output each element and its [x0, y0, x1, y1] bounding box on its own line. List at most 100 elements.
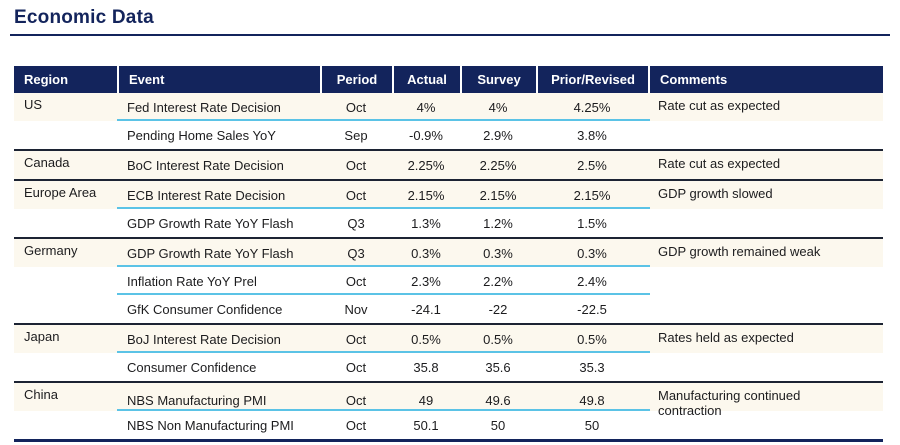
event-cell: BoJ Interest Rate Decision	[127, 331, 281, 347]
table-row: US Fed Interest Rate Decision Oct 4% 4% …	[14, 93, 883, 121]
region-label: Canada	[24, 155, 70, 170]
actual-cell: 2.15%	[407, 187, 445, 203]
economic-data-table: Region Event Period Actual Survey Prior/…	[14, 66, 883, 442]
survey-cell: 2.25%	[479, 157, 517, 173]
region-label: Germany	[24, 243, 78, 258]
table-row: Inflation Rate YoY Prel Oct 2.3% 2.2% 2.…	[14, 267, 883, 295]
comment-cell	[648, 353, 863, 358]
event-cell: GDP Growth Rate YoY Flash	[127, 245, 294, 261]
comment-cell	[648, 209, 863, 214]
prior-cell: 2.15%	[573, 187, 611, 203]
header-cell-event: Event	[117, 66, 320, 93]
comment-cell: Rates held as expected	[658, 330, 794, 345]
period-cell: Oct	[345, 273, 367, 289]
period-cell: Q3	[347, 245, 365, 261]
table-row: Canada BoC Interest Rate Decision Oct 2.…	[14, 151, 883, 179]
region-label: Japan	[24, 329, 60, 344]
prior-cell: -22.5	[577, 301, 607, 317]
event-cell: NBS Non Manufacturing PMI	[127, 417, 294, 433]
prior-cell: 49.8	[579, 393, 605, 408]
page-title: Economic Data	[14, 7, 154, 28]
event-cell: Pending Home Sales YoY	[127, 127, 276, 143]
prior-cell: 2.5%	[577, 157, 607, 173]
survey-cell: -22	[488, 301, 508, 317]
actual-cell: 2.25%	[407, 157, 445, 173]
table-row: China NBS Manufacturing PMI Oct 49 49.6 …	[14, 383, 883, 418]
region-label	[14, 267, 117, 271]
prior-cell: 35.3	[579, 359, 605, 375]
header-cell-survey: Survey	[460, 66, 536, 93]
header-cell-period: Period	[320, 66, 392, 93]
comment-cell: GDP growth remained weak	[658, 244, 821, 259]
event-cell: NBS Manufacturing PMI	[127, 393, 267, 408]
survey-cell: 35.6	[485, 359, 511, 375]
prior-cell: 4.25%	[573, 99, 611, 115]
actual-cell: -24.1	[411, 301, 441, 317]
period-cell: Q3	[347, 215, 365, 231]
region-label	[14, 295, 117, 299]
comment-cell	[648, 411, 863, 416]
region-group-japan: Japan BoJ Interest Rate Decision Oct 0.5…	[14, 323, 883, 381]
header-cell-prior-revised: Prior/Revised	[536, 66, 648, 93]
survey-cell: 0.3%	[483, 245, 513, 261]
region-label	[14, 209, 117, 213]
event-cell: ECB Interest Rate Decision	[127, 187, 286, 203]
period-cell: Oct	[345, 99, 367, 115]
region-label: US	[24, 97, 43, 112]
comment-cell	[648, 267, 863, 272]
region-label	[14, 121, 117, 125]
survey-cell: 1.2%	[483, 215, 513, 231]
period-cell: Oct	[345, 417, 367, 433]
actual-cell: 35.8	[413, 359, 439, 375]
period-cell: Oct	[345, 187, 367, 203]
table-row: NBS Non Manufacturing PMI Oct 50.1 50 50	[14, 411, 883, 439]
prior-cell: 3.8%	[577, 127, 607, 143]
region-label	[14, 353, 117, 357]
prior-cell: 0.3%	[577, 245, 607, 261]
event-cell: GDP Growth Rate YoY Flash	[127, 215, 294, 231]
region-group-europe-area: Europe Area ECB Interest Rate Decision O…	[14, 179, 883, 237]
actual-cell: 50.1	[413, 417, 439, 433]
prior-cell: 50	[584, 417, 600, 433]
survey-cell: 2.2%	[483, 273, 513, 289]
survey-cell: 2.15%	[479, 187, 517, 203]
survey-cell: 4%	[488, 99, 508, 115]
table-row: GfK Consumer Confidence Nov -24.1 -22 -2…	[14, 295, 883, 323]
period-cell: Oct	[345, 157, 367, 173]
region-group-germany: Germany GDP Growth Rate YoY Flash Q3 0.3…	[14, 237, 883, 323]
table-row: GDP Growth Rate YoY Flash Q3 1.3% 1.2% 1…	[14, 209, 883, 237]
survey-cell: 49.6	[485, 393, 511, 408]
table-row: Germany GDP Growth Rate YoY Flash Q3 0.3…	[14, 239, 883, 267]
comment-cell	[648, 295, 863, 300]
table-header-row: Region Event Period Actual Survey Prior/…	[14, 66, 883, 93]
comment-cell: Manufacturing continued contraction	[658, 388, 801, 418]
event-cell: Inflation Rate YoY Prel	[127, 273, 257, 289]
comment-cell	[648, 121, 863, 126]
region-group-us: US Fed Interest Rate Decision Oct 4% 4% …	[14, 93, 883, 149]
header-cell-actual: Actual	[392, 66, 460, 93]
survey-cell: 2.9%	[483, 127, 513, 143]
period-cell: Sep	[344, 127, 368, 143]
period-cell: Nov	[344, 301, 368, 317]
event-cell: Fed Interest Rate Decision	[127, 99, 281, 115]
comment-cell: Rate cut as expected	[658, 156, 781, 171]
period-cell: Oct	[345, 393, 367, 408]
region-label	[14, 411, 117, 415]
prior-cell: 2.4%	[577, 273, 607, 289]
actual-cell: 0.5%	[411, 331, 441, 347]
table-row: Japan BoJ Interest Rate Decision Oct 0.5…	[14, 325, 883, 353]
actual-cell: 49	[418, 393, 434, 408]
period-cell: Oct	[345, 331, 367, 347]
event-cell: BoC Interest Rate Decision	[127, 157, 284, 173]
actual-cell: 4%	[416, 99, 436, 115]
survey-cell: 50	[490, 417, 506, 433]
comment-cell: GDP growth slowed	[658, 186, 773, 201]
region-group-canada: Canada BoC Interest Rate Decision Oct 2.…	[14, 149, 883, 179]
prior-cell: 0.5%	[577, 331, 607, 347]
event-cell: GfK Consumer Confidence	[127, 301, 283, 317]
prior-cell: 1.5%	[577, 215, 607, 231]
actual-cell: 2.3%	[411, 273, 441, 289]
actual-cell: -0.9%	[409, 127, 443, 143]
period-cell: Oct	[345, 359, 367, 375]
survey-cell: 0.5%	[483, 331, 513, 347]
